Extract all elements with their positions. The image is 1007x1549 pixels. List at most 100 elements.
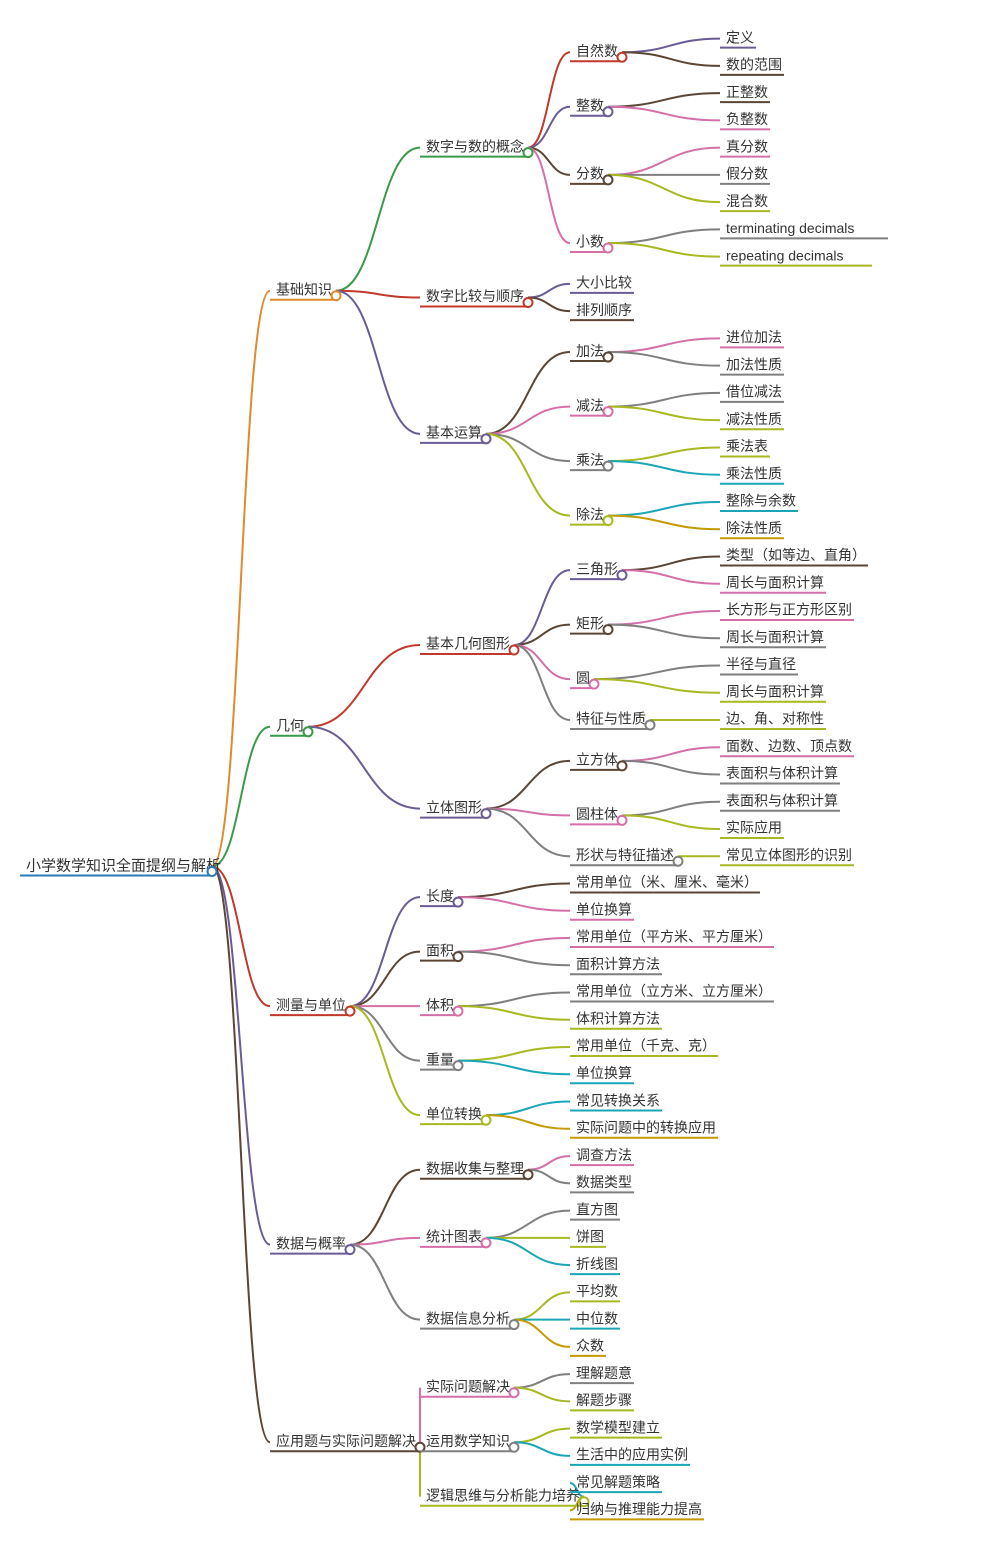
node-label: 减法 [576, 397, 604, 413]
expand-joint-icon [604, 175, 613, 184]
mindmap-link [308, 727, 420, 809]
mindmap-link [528, 1156, 570, 1170]
mindmap-leaf-node: 众数 [570, 1338, 606, 1356]
node-label: 基本几何图形 [426, 636, 510, 652]
node-label: 乘法表 [726, 438, 768, 454]
links-layer [212, 39, 720, 1511]
mindmap-leaf-node: 负整数 [720, 111, 770, 129]
node-label: 长方形与正方形区别 [726, 602, 852, 618]
node-label: 理解题意 [576, 1365, 632, 1381]
expand-joint-icon [674, 857, 683, 866]
node-label: 数字比较与顺序 [426, 288, 524, 304]
mindmap-branch-node: 形状与特征描述 [570, 847, 683, 866]
node-label: 类型（如等边、直角） [726, 547, 866, 563]
node-label: 长度 [426, 888, 454, 904]
node-label: 生活中的应用实例 [576, 1447, 688, 1463]
mindmap-leaf-node: 乘法表 [720, 438, 770, 456]
mindmap-branch-node: 测量与单位 [270, 997, 355, 1016]
mindmap-branch-node: 数字与数的概念 [420, 138, 533, 157]
mindmap-link [458, 993, 570, 1007]
node-label: 真分数 [726, 138, 768, 154]
mindmap-leaf-node: 折线图 [570, 1256, 620, 1274]
expand-joint-icon [604, 462, 613, 471]
node-label: 乘法性质 [726, 465, 782, 481]
mindmap-leaf-node: 长方形与正方形区别 [720, 602, 854, 620]
mindmap-branch-node: 几何 [270, 718, 313, 737]
mindmap-link [212, 866, 270, 1442]
node-label: 几何 [276, 718, 304, 734]
node-label: 单位换算 [576, 1065, 632, 1081]
mindmap-link [350, 1006, 420, 1115]
expand-joint-icon [332, 291, 341, 300]
node-label: 单位换算 [576, 901, 632, 917]
mindmap-leaf-node: 常见转换关系 [570, 1092, 662, 1110]
mindmap-link [608, 502, 720, 516]
mindmap-link [458, 884, 570, 898]
node-label: 立方体 [576, 752, 618, 768]
node-label: 统计图表 [426, 1229, 482, 1245]
mindmap-leaf-node: 表面积与体积计算 [720, 792, 840, 810]
expand-joint-icon [604, 516, 613, 525]
mindmap-link [608, 243, 720, 257]
node-label: 面积计算方法 [576, 956, 660, 972]
node-label: 表面积与体积计算 [726, 792, 838, 808]
node-label: 借位减法 [726, 384, 782, 400]
mindmap-branch-node: 小数 [570, 234, 613, 253]
mindmap-link [308, 645, 420, 727]
mindmap-link [608, 461, 720, 475]
node-label: 调查方法 [576, 1147, 632, 1163]
mindmap-branch-node: 自然数 [570, 43, 627, 62]
mindmap-link [528, 52, 570, 147]
mindmap-branch-node: 基础知识 [270, 281, 341, 300]
mindmap-link [458, 1047, 570, 1061]
mindmap-link [622, 570, 720, 584]
expand-joint-icon [618, 53, 627, 62]
node-label: 单位转换 [426, 1106, 482, 1122]
expand-joint-icon [604, 244, 613, 253]
node-label: 周长与面积计算 [726, 629, 824, 645]
expand-joint-icon [454, 1007, 463, 1016]
mindmap-leaf-node: 面积计算方法 [570, 956, 662, 974]
node-label: 归纳与推理能力提高 [576, 1501, 702, 1517]
nodes-layer: 小学数学知识全面提纲与解析基础知识数字与数的概念自然数定义数的范围整数正整数负整… [20, 29, 888, 1519]
expand-joint-icon [454, 1061, 463, 1070]
mindmap-leaf-node: 借位减法 [720, 384, 784, 402]
node-label: 基本运算 [426, 425, 482, 441]
node-label: 体积计算方法 [576, 1010, 660, 1026]
mindmap-leaf-node: 直方图 [570, 1201, 620, 1219]
node-label: 数的范围 [726, 57, 782, 73]
mindmap-branch-node: 矩形 [570, 615, 613, 634]
mindmap-leaf-node: 单位换算 [570, 901, 634, 919]
mindmap-link [594, 665, 720, 679]
node-label: 小学数学知识全面提纲与解析 [26, 856, 221, 874]
mindmap-link [486, 434, 570, 461]
node-label: 进位加法 [726, 329, 782, 345]
mindmap-leaf-node: 大小比较 [570, 275, 634, 293]
mindmap-leaf-node: 数据类型 [570, 1174, 634, 1192]
mindmap-link [514, 1388, 570, 1402]
mindmap-leaf-node: 周长与面积计算 [720, 683, 826, 701]
node-label: 重量 [426, 1051, 454, 1067]
node-label: 面积 [426, 942, 454, 958]
node-label: 实际问题中的转换应用 [576, 1120, 716, 1136]
mindmap-leaf-node: 单位换算 [570, 1065, 634, 1083]
mindmap-branch-node: 数据信息分析 [420, 1310, 519, 1329]
node-label: 排列顺序 [576, 302, 632, 318]
mindmap-leaf-node: 平均数 [570, 1283, 620, 1301]
mindmap-leaf-node: 混合数 [720, 193, 770, 211]
node-label: 数据收集与整理 [426, 1160, 524, 1176]
mindmap-branch-node: 立体图形 [420, 799, 491, 818]
mindmap-branch-node: 减法 [570, 397, 613, 416]
mindmap-branch-node: 数据与概率 [270, 1235, 355, 1254]
mindmap-branch-node: 乘法 [570, 452, 613, 471]
node-label: 矩形 [576, 615, 604, 631]
mindmap-link [608, 625, 720, 639]
node-label: 定义 [726, 29, 754, 45]
mindmap-link [608, 447, 720, 461]
mindmap-link [486, 352, 570, 434]
mindmap-link [608, 516, 720, 530]
expand-joint-icon [646, 720, 655, 729]
node-label: 边、角、对称性 [726, 711, 824, 727]
mindmap-link [622, 39, 720, 53]
mindmap-link [514, 1429, 570, 1443]
